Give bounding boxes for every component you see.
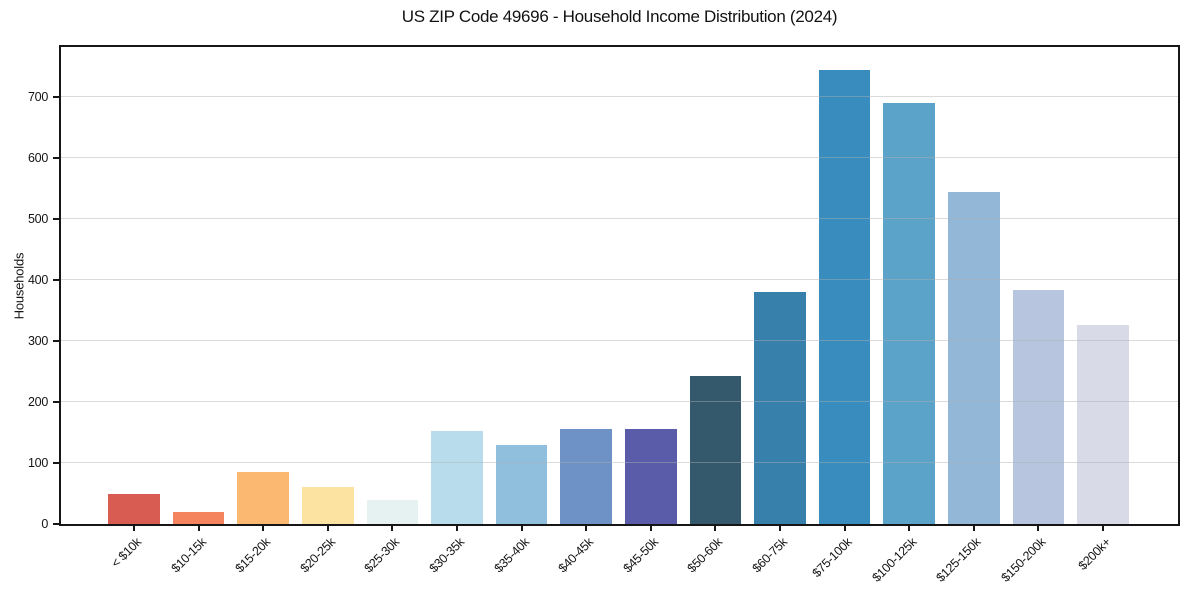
bar-$100-125k [883, 103, 936, 524]
x-tick-label: $45-50k [620, 535, 661, 576]
bar-$150-200k [1012, 290, 1065, 524]
x-tick-label: $15-20k [232, 535, 274, 576]
x-tick-mark [520, 526, 523, 531]
y-tick-label: 400 [28, 273, 48, 287]
bar-$30-35k [431, 430, 483, 524]
x-tick-mark [456, 526, 459, 531]
x-tick-mark [843, 526, 846, 531]
x-tick-label: $100-125k [869, 535, 920, 585]
y-tick-label: 600 [28, 151, 48, 165]
x-tick-label: $200k+ [1075, 535, 1113, 573]
bar-$200k+ [1077, 325, 1129, 524]
y-axis: 0 100 200 300 400 500 600 700 [0, 47, 59, 531]
bar-$20-25k [301, 487, 354, 524]
y-tick-mark [53, 218, 59, 220]
gridline-300 [61, 340, 1178, 342]
y-tick-mark [53, 279, 59, 281]
bar-$75-100k [818, 69, 871, 524]
x-tick-mark [197, 526, 200, 531]
y-tick-mark [53, 401, 59, 403]
x-tick-mark [649, 526, 652, 531]
x-tick-label: $40-45k [555, 535, 597, 576]
plot-area [59, 45, 1180, 526]
y-tick-mark [53, 462, 59, 464]
y-tick-mark [53, 96, 59, 99]
y-tick-label: 0 [41, 517, 48, 531]
x-tick-label: $20-25k [297, 535, 338, 576]
gridline-400 [61, 279, 1178, 281]
x-tick-mark [585, 526, 588, 531]
chart-title: US ZIP Code 49696 - Household Income Dis… [401, 7, 838, 26]
x-tick-label: $50-60k [684, 535, 726, 576]
x-tick-mark [326, 526, 329, 531]
bar-$35-40k [495, 445, 548, 524]
bar-<$10k [108, 493, 160, 524]
gridlines-layer [61, 47, 1178, 524]
x-tick-label: $150-200k [998, 535, 1049, 585]
x-tick-mark [133, 526, 135, 531]
gridline-700 [61, 96, 1178, 98]
x-tick-mark [391, 526, 394, 531]
x-tick-label: $125-150k [933, 535, 984, 585]
x-tick-mark [262, 526, 265, 531]
bar-$15-20k [237, 472, 290, 524]
y-tick-label: 100 [28, 456, 48, 470]
x-tick-mark [972, 526, 975, 531]
gridline-100 [61, 462, 1178, 464]
x-tick-mark [779, 526, 782, 531]
x-tick-mark [908, 526, 911, 531]
y-tick-mark [53, 340, 59, 342]
bar-$45-50k [624, 429, 677, 524]
x-tick-label: $25-30k [361, 535, 403, 576]
x-tick-label: $75-100k [809, 535, 855, 581]
gridline-200 [61, 401, 1178, 403]
y-tick-mark [53, 157, 59, 159]
y-tick-label: 500 [28, 212, 48, 226]
x-tick-mark [1102, 526, 1105, 531]
bar-$25-30k [366, 499, 419, 524]
x-tick-mark [1037, 526, 1040, 531]
bar-$50-60k [689, 376, 742, 524]
bars-layer [61, 47, 1178, 524]
x-tick-mark [714, 526, 717, 531]
bar-$10-15k [172, 511, 225, 524]
y-tick-mark [53, 523, 59, 525]
y-tick-label: 300 [28, 334, 48, 348]
bar-$125-150k [948, 191, 1000, 524]
bar-$40-45k [560, 429, 613, 524]
x-tick-label: $35-40k [491, 535, 532, 576]
y-tick-label: 200 [28, 395, 48, 409]
x-axis: < $10k $10-15k $15-20k $20-25k $25-30k $30-35… [61, 526, 1178, 590]
x-tick-label: $10-15k [168, 535, 209, 576]
y-tick-label: 700 [28, 90, 48, 105]
x-tick-label: < $10k [108, 535, 144, 571]
bar-$60-75k [754, 292, 806, 524]
x-tick-label: $60-75k [749, 535, 790, 576]
x-tick-label: $30-35k [426, 535, 467, 576]
gridline-600 [61, 157, 1178, 159]
gridline-500 [61, 218, 1178, 220]
